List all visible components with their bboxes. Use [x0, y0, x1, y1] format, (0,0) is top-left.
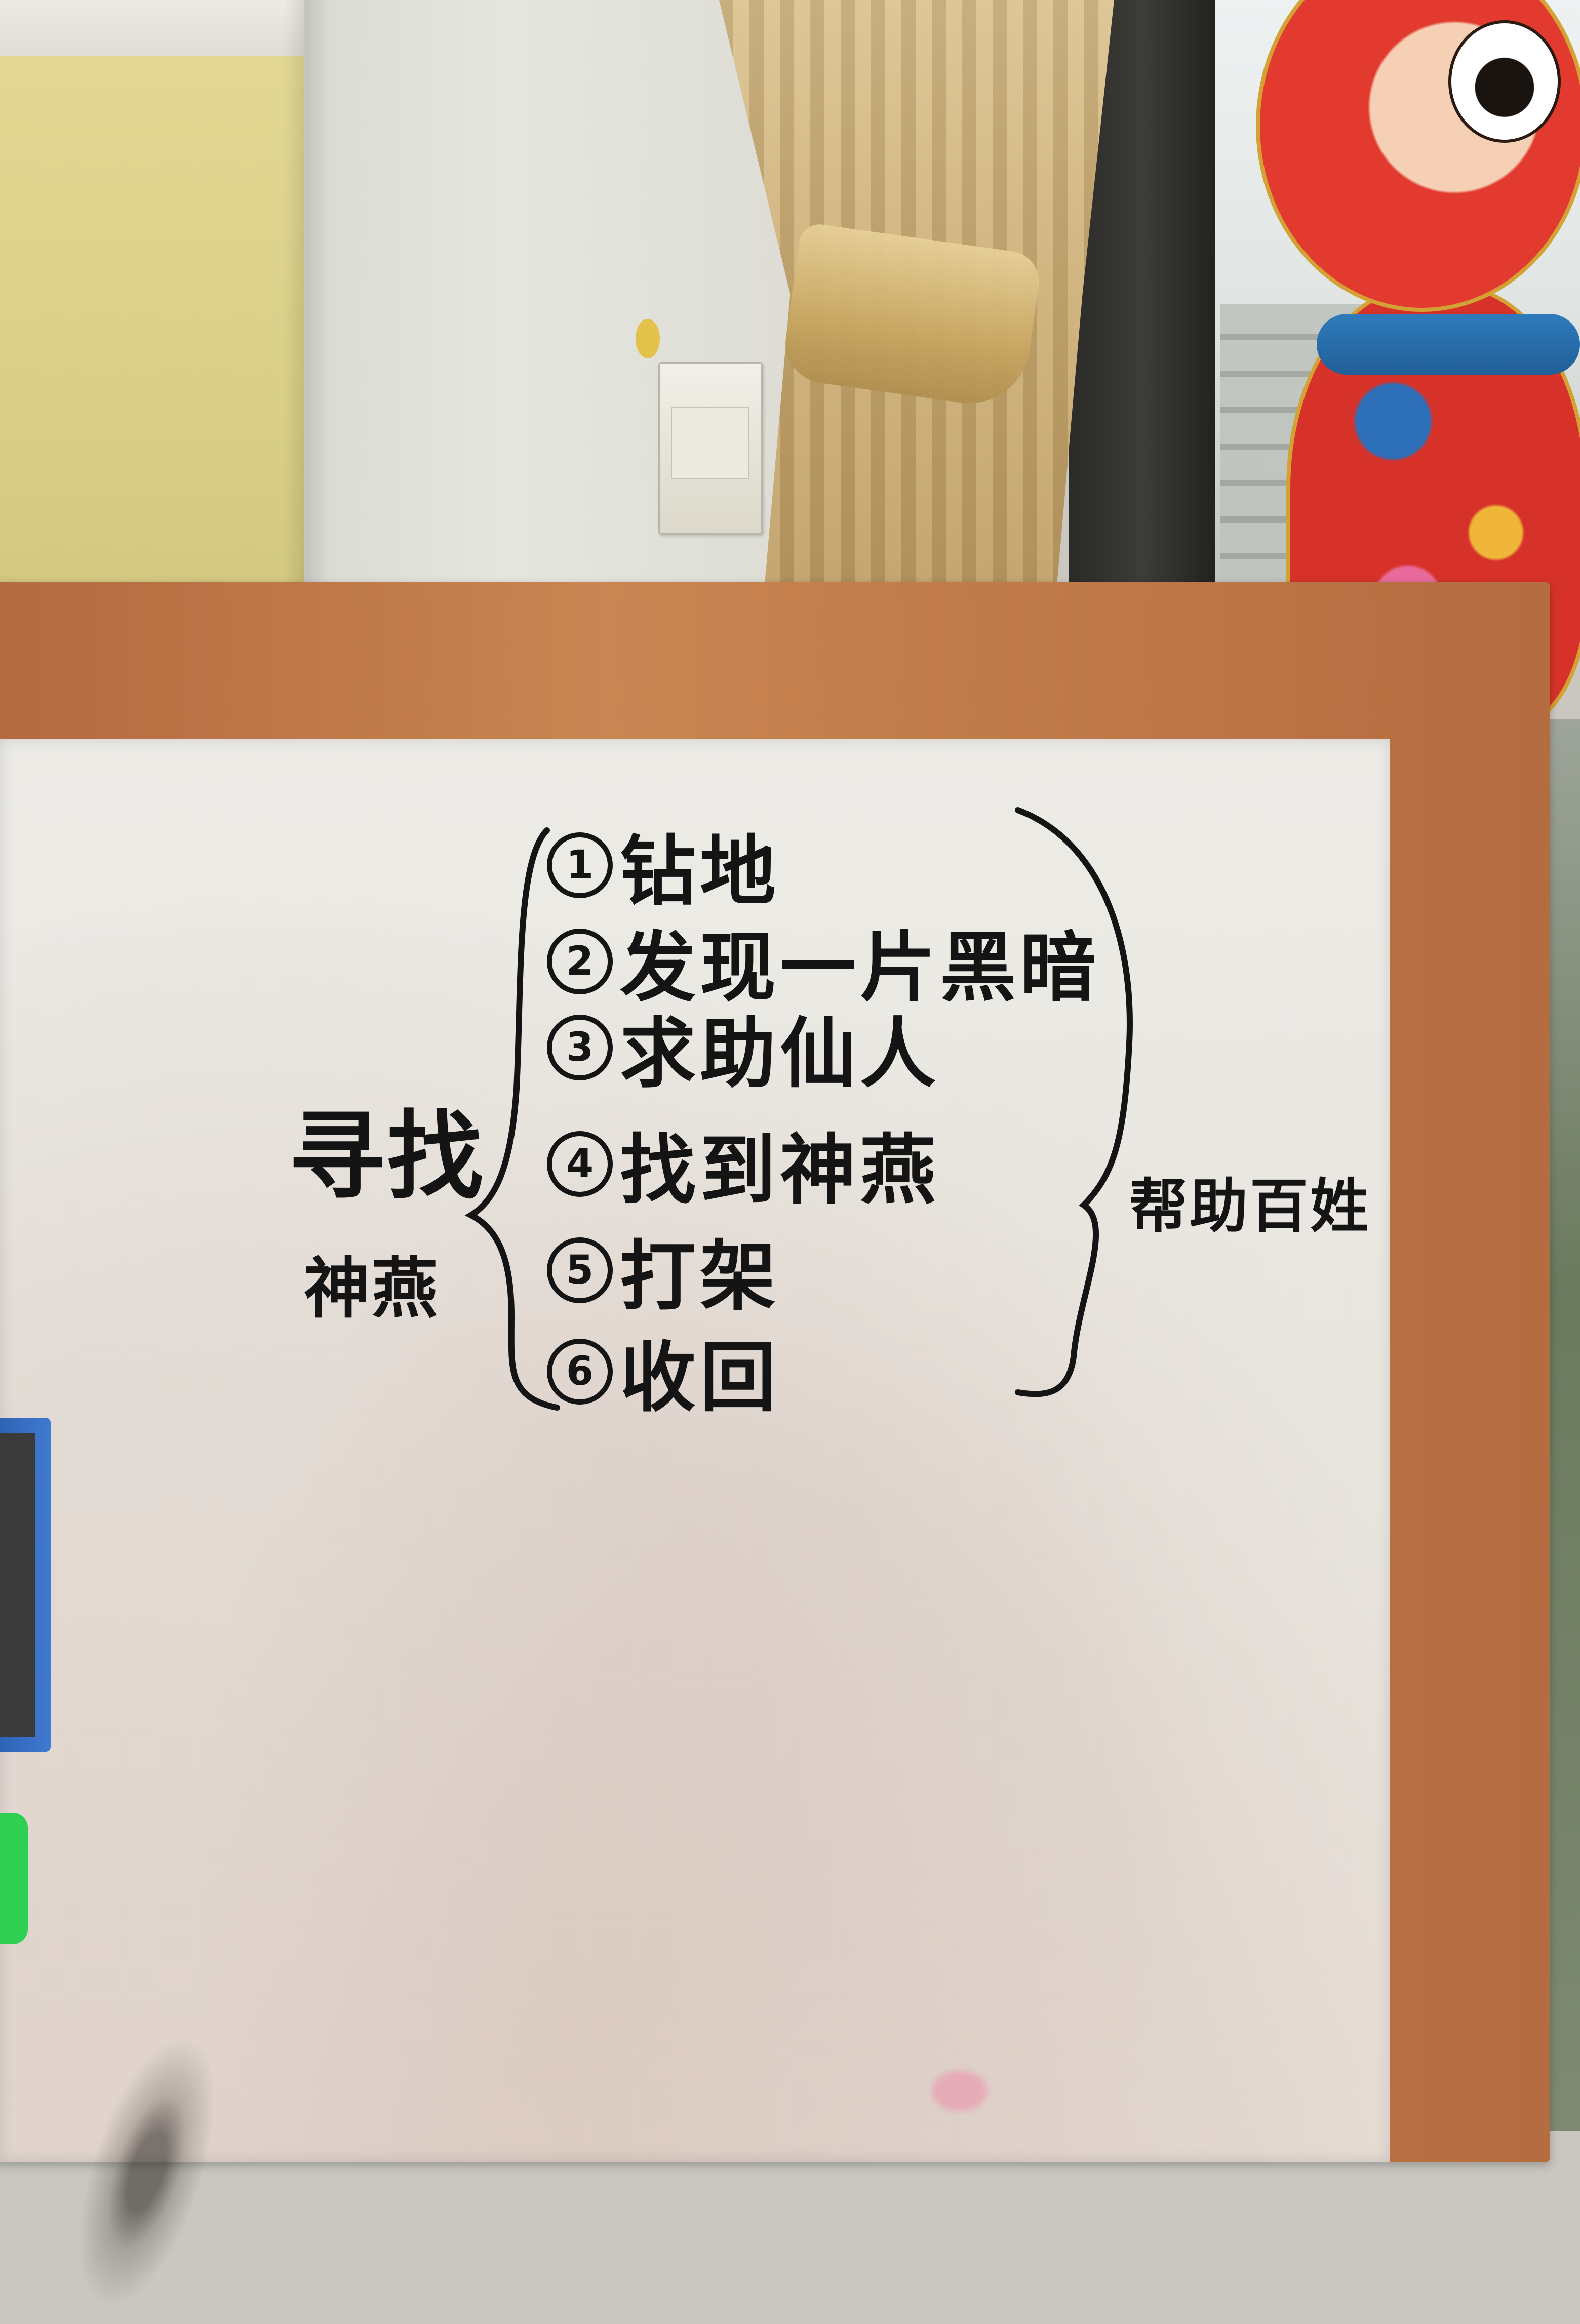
- step-number: 5: [547, 1237, 613, 1303]
- step-number: 2: [547, 928, 613, 994]
- step-number: 3: [547, 1014, 613, 1080]
- step-text: 找到神燕: [620, 1126, 940, 1215]
- pink-smudge: [932, 2071, 988, 2111]
- step-number: 6: [547, 1338, 613, 1405]
- step-5: 5 打架: [547, 1215, 780, 1325]
- step-text: 打架: [620, 1232, 780, 1321]
- step-text: 收回: [620, 1333, 780, 1422]
- marker-smudge: [50, 2020, 244, 2324]
- monkey-eye: [1448, 20, 1561, 143]
- step-text: 求助仙人: [620, 1009, 940, 1098]
- whiteboard-eraser: [0, 1418, 51, 1752]
- step-text: 钻地: [620, 827, 780, 916]
- result-text: 帮助百姓: [1129, 1172, 1371, 1240]
- step-2: 2 发现一片黑暗: [547, 906, 1100, 1016]
- green-magnet: [0, 1813, 28, 1944]
- wall-sticker-dot: [636, 319, 660, 358]
- step-6: 6 收回: [547, 1316, 780, 1426]
- step-4: 4 找到神燕: [547, 1109, 940, 1219]
- step-number: 4: [547, 1131, 613, 1197]
- step-text: 发现一片黑暗: [620, 923, 1100, 1012]
- topic-line1: 寻找: [289, 1100, 486, 1213]
- step-number: 1: [547, 832, 613, 898]
- whiteboard-frame: [0, 582, 1550, 2324]
- whiteboard-surface: [0, 739, 1390, 2324]
- topic-line2: 神燕: [304, 1250, 440, 1327]
- monkey-scarf: [1317, 314, 1580, 375]
- step-3: 3 求助仙人: [547, 992, 940, 1102]
- curtain-tie: [780, 222, 1043, 411]
- step-1: 1 钻地: [547, 810, 780, 920]
- light-switch: [658, 362, 763, 535]
